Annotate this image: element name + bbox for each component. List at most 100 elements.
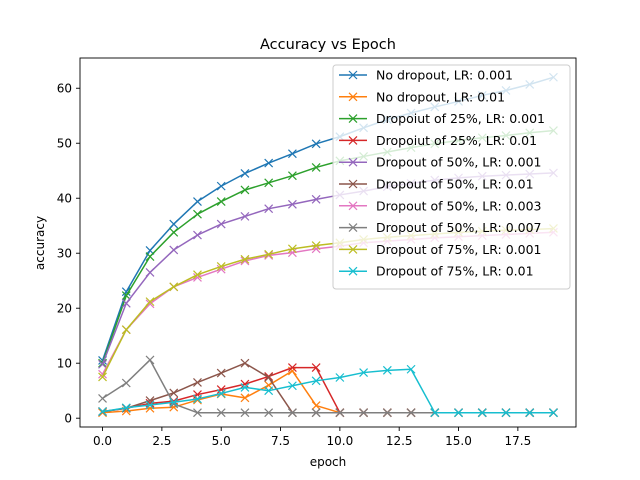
series-9 [98,364,558,418]
data-point [287,244,297,254]
y-tick-label: 0 [64,412,72,426]
data-point [287,381,297,391]
data-point [145,297,155,307]
data-point [287,363,297,373]
data-point [311,194,321,204]
data-point [382,365,392,375]
data-point [193,272,202,282]
data-point [193,230,202,240]
legend-label: Dropoiut of 25%, LR: 0.001 [376,111,545,126]
y-tick-label: 40 [57,192,72,206]
data-point [193,408,202,418]
x-tick-label: 5.0 [212,434,231,448]
x-tick-label: 15.0 [445,434,472,448]
legend-label: Dropout of 50%, LR: 0.007 [376,220,542,235]
legend-box [332,64,571,290]
legend-marker [348,157,358,167]
data-point [216,389,226,398]
legend-label: Dropout of 75%, LR: 0.001 [376,242,542,257]
data-point [240,379,250,389]
legend-entry-2: Dropoiut of 25%, LR: 0.001 [339,111,545,126]
legend-entry-6: Dropout of 50%, LR: 0.003 [339,198,542,213]
data-point [193,270,202,280]
series-line-9 [101,368,555,414]
data-point [311,163,321,172]
data-point [311,401,321,410]
data-point [525,408,535,418]
data-point [264,204,274,214]
data-point [193,209,202,219]
data-point [121,325,131,335]
data-point [477,408,487,418]
data-point [145,268,155,277]
data-point [311,363,321,373]
data-point [193,394,202,404]
legend-entry-4: Dropout of 50%, LR: 0.001 [339,155,542,170]
data-point [216,197,226,206]
data-point [311,139,321,149]
chart-title: Accuracy vs Epoch [260,37,396,53]
legend-label: Dropoiut of 25%, LR: 0.01 [376,133,537,148]
data-point [406,364,416,374]
legend-marker [348,70,358,80]
data-point [240,211,250,221]
data-point [501,408,511,418]
data-point [264,158,274,168]
legend-entry-9: Dropout of 75%, LR: 0.01 [339,264,534,279]
data-point [216,408,226,418]
data-point [264,373,274,382]
data-point [359,408,369,418]
data-point [121,378,131,388]
data-point [121,298,131,308]
x-tick-label: 0.0 [93,434,112,448]
legend-entry-1: No dropout, LR: 0.01 [339,89,505,104]
data-point [335,373,345,382]
data-point [311,408,321,418]
data-point [145,396,155,406]
data-point [193,378,202,387]
data-point [169,227,179,237]
data-point [287,199,297,209]
y-tick-label: 30 [57,247,72,261]
data-point [169,388,179,398]
x-tick-label: 17.5 [504,434,531,448]
data-point [240,408,250,418]
data-point [169,219,179,229]
data-point [216,219,226,229]
legend-marker [348,201,358,211]
data-point [287,408,297,418]
legend-label: Dropout of 50%, LR: 0.01 [376,177,534,192]
legend-entry-8: Dropout of 75%, LR: 0.001 [339,242,542,257]
legend-marker [348,223,358,233]
data-point [454,408,463,418]
x-tick-label: 7.5 [271,434,290,448]
x-tick-label: 10.0 [327,434,354,448]
data-point [240,382,250,392]
legend-marker [348,135,358,145]
axes: 0.0 2.5 5.0 7.5 10.0 12.5 15.0 17.5 0 10 20 30 40 50 6… [57,57,577,448]
legend-entry-0: No dropout, LR: 0.001 [339,68,513,83]
data-point [121,291,131,300]
data-point [287,149,297,159]
legend-marker [348,266,358,276]
data-point [240,358,250,368]
data-point [145,400,155,410]
data-point [121,287,131,297]
legend-marker [348,179,358,189]
data-point [216,264,226,274]
data-point [287,171,297,181]
data-point [145,252,155,261]
data-point [193,390,202,399]
data-point [98,393,107,403]
legend-label: Dropout of 50%, LR: 0.003 [376,198,542,213]
data-point [145,355,155,365]
data-point [311,376,321,386]
y-tick-label: 60 [57,82,72,96]
legend-label: No dropout, LR: 0.001 [376,68,513,83]
data-point [264,408,274,418]
data-point [264,178,274,188]
data-point [193,197,202,206]
data-point [98,359,107,369]
data-point [359,368,369,377]
